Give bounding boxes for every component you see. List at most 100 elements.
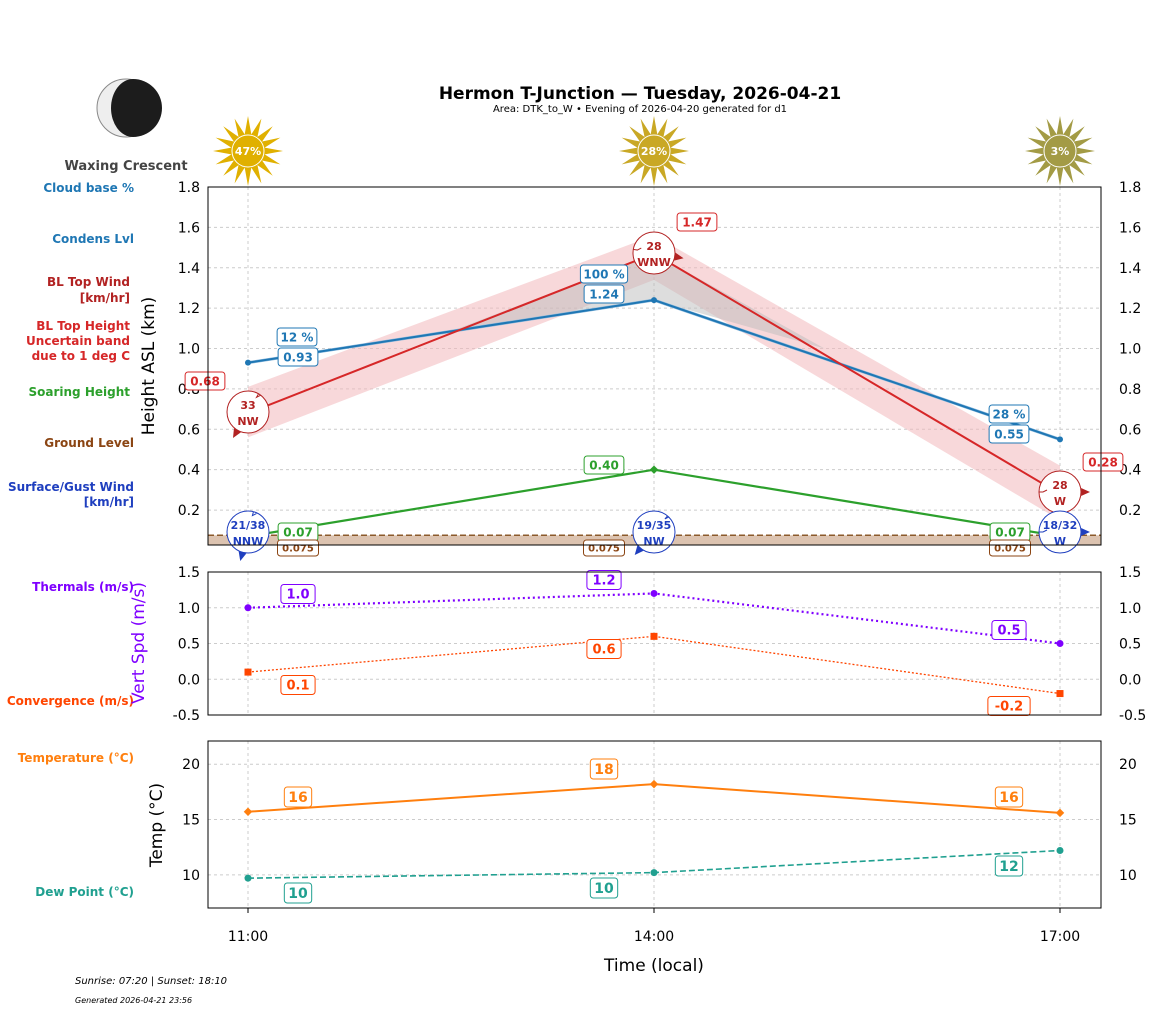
bl-top-label: 0.28	[1088, 455, 1118, 469]
thermal-label-box	[991, 620, 1027, 640]
sun-disc	[231, 134, 265, 168]
y-tick-label-right: 15	[1119, 813, 1137, 829]
bl-wind-circle	[632, 231, 676, 275]
y-tick-label-right: 10	[1119, 868, 1137, 884]
sun-percent: 47%	[235, 145, 261, 158]
label-bl-band-note: due to 1 deg C	[32, 349, 131, 363]
convergence-label: -0.2	[995, 700, 1023, 715]
y-tick-label: 1.8	[178, 180, 200, 196]
label-bl-band: Uncertain band	[26, 334, 130, 348]
thermal-label-box	[586, 570, 622, 590]
wind-arrow-icon	[674, 252, 684, 261]
y-tick-label: 1.0	[178, 601, 200, 617]
plot-frame	[207, 186, 1102, 546]
label-condens: Condens Lvl	[52, 232, 134, 246]
surface-wind-circle	[226, 510, 270, 554]
bl-wind-speed: 33	[240, 399, 255, 412]
y-tick-label-right: 1.2	[1119, 301, 1141, 317]
wind-barb-icon	[633, 247, 642, 251]
y-tick-label: -0.5	[173, 708, 200, 724]
condens-label-box	[583, 284, 625, 304]
label-bl-wind-unit: [km/hr]	[80, 291, 130, 305]
condens-point	[651, 297, 657, 304]
sun-percent: 28%	[641, 145, 667, 158]
bl-wind-speed: 28	[646, 240, 661, 253]
label-temperature: Temperature (°C)	[18, 751, 134, 765]
sun-percent: 3%	[1051, 145, 1070, 158]
wind-arrow-icon	[1081, 527, 1090, 537]
chart-title: Hermon T-Junction — Tuesday, 2026-04-21	[439, 84, 841, 104]
soaring-label-box	[583, 455, 625, 475]
y-tick-label: 1.5	[178, 565, 200, 581]
soaring-label: 0.40	[589, 458, 619, 472]
dewpoint-label-box	[589, 877, 619, 899]
label-surface-wind-unit: [km/hr]	[84, 495, 134, 509]
thermal-point	[244, 604, 252, 612]
cloud-pct-label-box	[276, 327, 318, 347]
dewpoint-point	[1056, 846, 1064, 854]
thermal-label: 1.0	[286, 588, 309, 603]
temperature-label: 18	[594, 762, 613, 778]
y-tick-label: 1.2	[178, 301, 200, 317]
bl-top-label: 1.47	[682, 215, 712, 229]
bl-top-label-box	[184, 371, 226, 391]
y-tick-label-right: 1.0	[1119, 342, 1141, 358]
condens-point	[245, 359, 251, 366]
y-tick-label-right: 1.0	[1119, 601, 1141, 617]
wind-arrow-icon	[238, 551, 247, 561]
convergence-label-box	[586, 639, 622, 659]
temperature-point	[649, 779, 659, 789]
bl-top-label-box	[676, 212, 718, 232]
temperature-point	[1055, 808, 1065, 818]
soaring-label: 0.07	[995, 525, 1025, 539]
plot-frame	[207, 571, 1102, 716]
thermal-label: 0.5	[997, 624, 1020, 639]
y-tick-label-right: 0.2	[1119, 503, 1141, 519]
generated-time: Generated 2026-04-21 23:56	[75, 996, 192, 1005]
label-convergence: Convergence (m/s)	[7, 694, 134, 708]
thermal-point	[650, 589, 658, 597]
condens-label-box	[988, 424, 1030, 444]
bl-wind-dir: WNW	[637, 256, 670, 269]
dewpoint-label: 10	[594, 881, 614, 897]
dewpoint-label: 10	[288, 886, 308, 902]
cloud-pct-label-box	[988, 404, 1030, 424]
y-tick-label-right: 1.4	[1119, 261, 1141, 277]
ground-label: 0.075	[588, 544, 620, 555]
bl-wind-speed: 28	[1052, 479, 1067, 492]
label-soaring: Soaring Height	[29, 385, 131, 399]
convergence-point	[1056, 690, 1064, 698]
surface-wind-speed: 19/35	[637, 519, 672, 532]
plot-frame	[207, 740, 1102, 909]
bl-wind-dir: W	[1054, 495, 1066, 508]
x-tick-label: 17:00	[1040, 929, 1080, 945]
condens-label: 0.93	[283, 350, 313, 364]
condens-point	[1057, 436, 1063, 443]
condens-label: 0.55	[994, 427, 1024, 441]
wind-barb-icon	[664, 515, 670, 520]
x-tick-label: 14:00	[634, 929, 674, 945]
thermal-label: 1.2	[592, 574, 615, 589]
surface-wind-dir: NW	[643, 535, 664, 548]
temperature-label-box	[589, 758, 619, 780]
dewpoint-label: 12	[999, 859, 1018, 875]
y-tick-label: 0.6	[178, 422, 200, 438]
sun-disc	[1043, 134, 1077, 168]
ground-label: 0.075	[282, 544, 314, 555]
cloud-pct-label-box	[579, 264, 629, 284]
temperature-label: 16	[288, 790, 307, 806]
sun-times: Sunrise: 07:20 | Sunset: 18:10	[75, 976, 227, 987]
surface-wind-speed: 18/32	[1043, 519, 1078, 532]
y-tick-label: 10	[182, 868, 200, 884]
x-tick-label: 11:00	[228, 929, 268, 945]
ground-label-box	[989, 539, 1031, 557]
wind-barb-icon	[251, 511, 257, 517]
label-surface-wind: Surface/Gust Wind	[8, 480, 134, 494]
wind-barb-icon	[255, 393, 261, 399]
dewpoint-point	[244, 874, 252, 882]
y-tick-label: 15	[182, 813, 200, 829]
soaring-label: 0.07	[283, 525, 313, 539]
ground-label-box	[277, 539, 319, 557]
y-axis-label-vert: Vert Spd (m/s)	[129, 582, 149, 704]
